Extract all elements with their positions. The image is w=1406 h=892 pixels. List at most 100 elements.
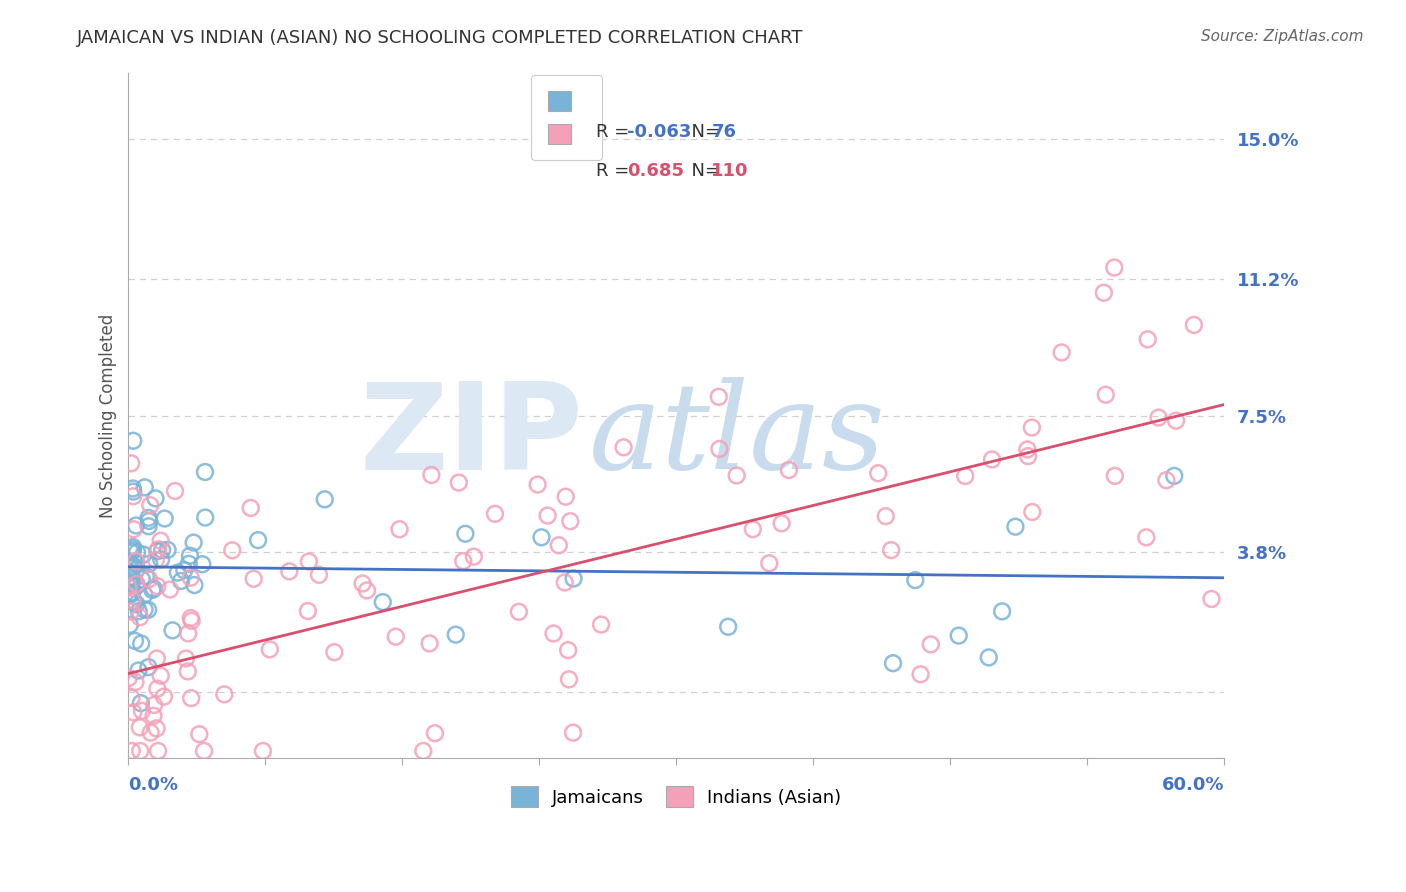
Point	[180, 571, 202, 585]
Point	[1156, 473, 1178, 487]
Point	[1102, 260, 1125, 275]
Point	[725, 468, 748, 483]
Point	[1147, 410, 1170, 425]
Point	[121, 744, 143, 758]
Point	[118, 571, 141, 585]
Point	[180, 611, 202, 625]
Point	[193, 744, 215, 758]
Text: R =: R =	[596, 162, 636, 180]
Point	[904, 573, 927, 587]
Point	[447, 475, 470, 490]
Point	[259, 642, 281, 657]
Legend: Jamaicans, Indians (Asian): Jamaicans, Indians (Asian)	[503, 779, 849, 814]
Point	[146, 651, 169, 665]
Point	[463, 549, 485, 564]
Text: 76: 76	[711, 123, 737, 141]
Point	[131, 572, 153, 586]
Point	[120, 690, 142, 705]
Point	[122, 542, 145, 557]
Point	[120, 545, 142, 559]
Point	[150, 543, 173, 558]
Point	[508, 605, 530, 619]
Point	[138, 519, 160, 533]
Point	[953, 469, 976, 483]
Point	[153, 690, 176, 704]
Point	[150, 552, 173, 566]
Point	[221, 543, 243, 558]
Point	[454, 526, 477, 541]
Point	[589, 617, 612, 632]
Point	[117, 581, 139, 595]
Point	[120, 456, 142, 470]
Point	[1094, 388, 1116, 402]
Point	[125, 577, 148, 591]
Text: 60.0%: 60.0%	[1161, 776, 1223, 795]
Point	[118, 560, 141, 574]
Point	[1092, 285, 1115, 300]
Point	[526, 477, 548, 491]
Point	[981, 452, 1004, 467]
Point	[138, 660, 160, 674]
Point	[145, 722, 167, 736]
Point	[388, 522, 411, 536]
Point	[1135, 530, 1157, 544]
Point	[323, 645, 346, 659]
Point	[129, 696, 152, 710]
Point	[557, 643, 579, 657]
Point	[191, 558, 214, 572]
Point	[247, 533, 270, 547]
Point	[122, 484, 145, 499]
Point	[1004, 519, 1026, 533]
Point	[530, 530, 553, 544]
Point	[139, 498, 162, 512]
Point	[214, 687, 236, 701]
Point	[122, 540, 145, 554]
Point	[138, 514, 160, 528]
Point	[547, 538, 569, 552]
Point	[173, 563, 195, 577]
Point	[125, 563, 148, 577]
Point	[136, 603, 159, 617]
Point	[558, 673, 581, 687]
Point	[1017, 449, 1039, 463]
Point	[127, 545, 149, 559]
Point	[1163, 468, 1185, 483]
Point	[166, 566, 188, 580]
Point	[118, 618, 141, 632]
Text: N=: N=	[681, 162, 720, 180]
Point	[278, 565, 301, 579]
Point	[122, 706, 145, 720]
Point	[120, 577, 142, 591]
Point	[536, 508, 558, 523]
Point	[134, 588, 156, 602]
Point	[128, 720, 150, 734]
Point	[1017, 442, 1039, 457]
Point	[180, 614, 202, 628]
Point	[134, 602, 156, 616]
Point	[118, 588, 141, 602]
Text: ZIP: ZIP	[360, 377, 583, 495]
Point	[1182, 318, 1205, 332]
Point	[875, 509, 897, 524]
Point	[142, 582, 165, 596]
Point	[717, 620, 740, 634]
Point	[188, 727, 211, 741]
Point	[882, 656, 904, 670]
Point	[120, 605, 142, 619]
Point	[124, 675, 146, 690]
Point	[122, 489, 145, 503]
Point	[352, 576, 374, 591]
Point	[444, 627, 467, 641]
Point	[170, 574, 193, 588]
Point	[121, 593, 143, 607]
Point	[122, 522, 145, 536]
Point	[1021, 505, 1043, 519]
Point	[135, 569, 157, 583]
Point	[758, 556, 780, 570]
Point	[129, 744, 152, 758]
Point	[138, 511, 160, 525]
Point	[1164, 414, 1187, 428]
Y-axis label: No Schooling Completed: No Schooling Completed	[100, 313, 117, 517]
Text: 0.0%: 0.0%	[128, 776, 179, 795]
Point	[146, 744, 169, 758]
